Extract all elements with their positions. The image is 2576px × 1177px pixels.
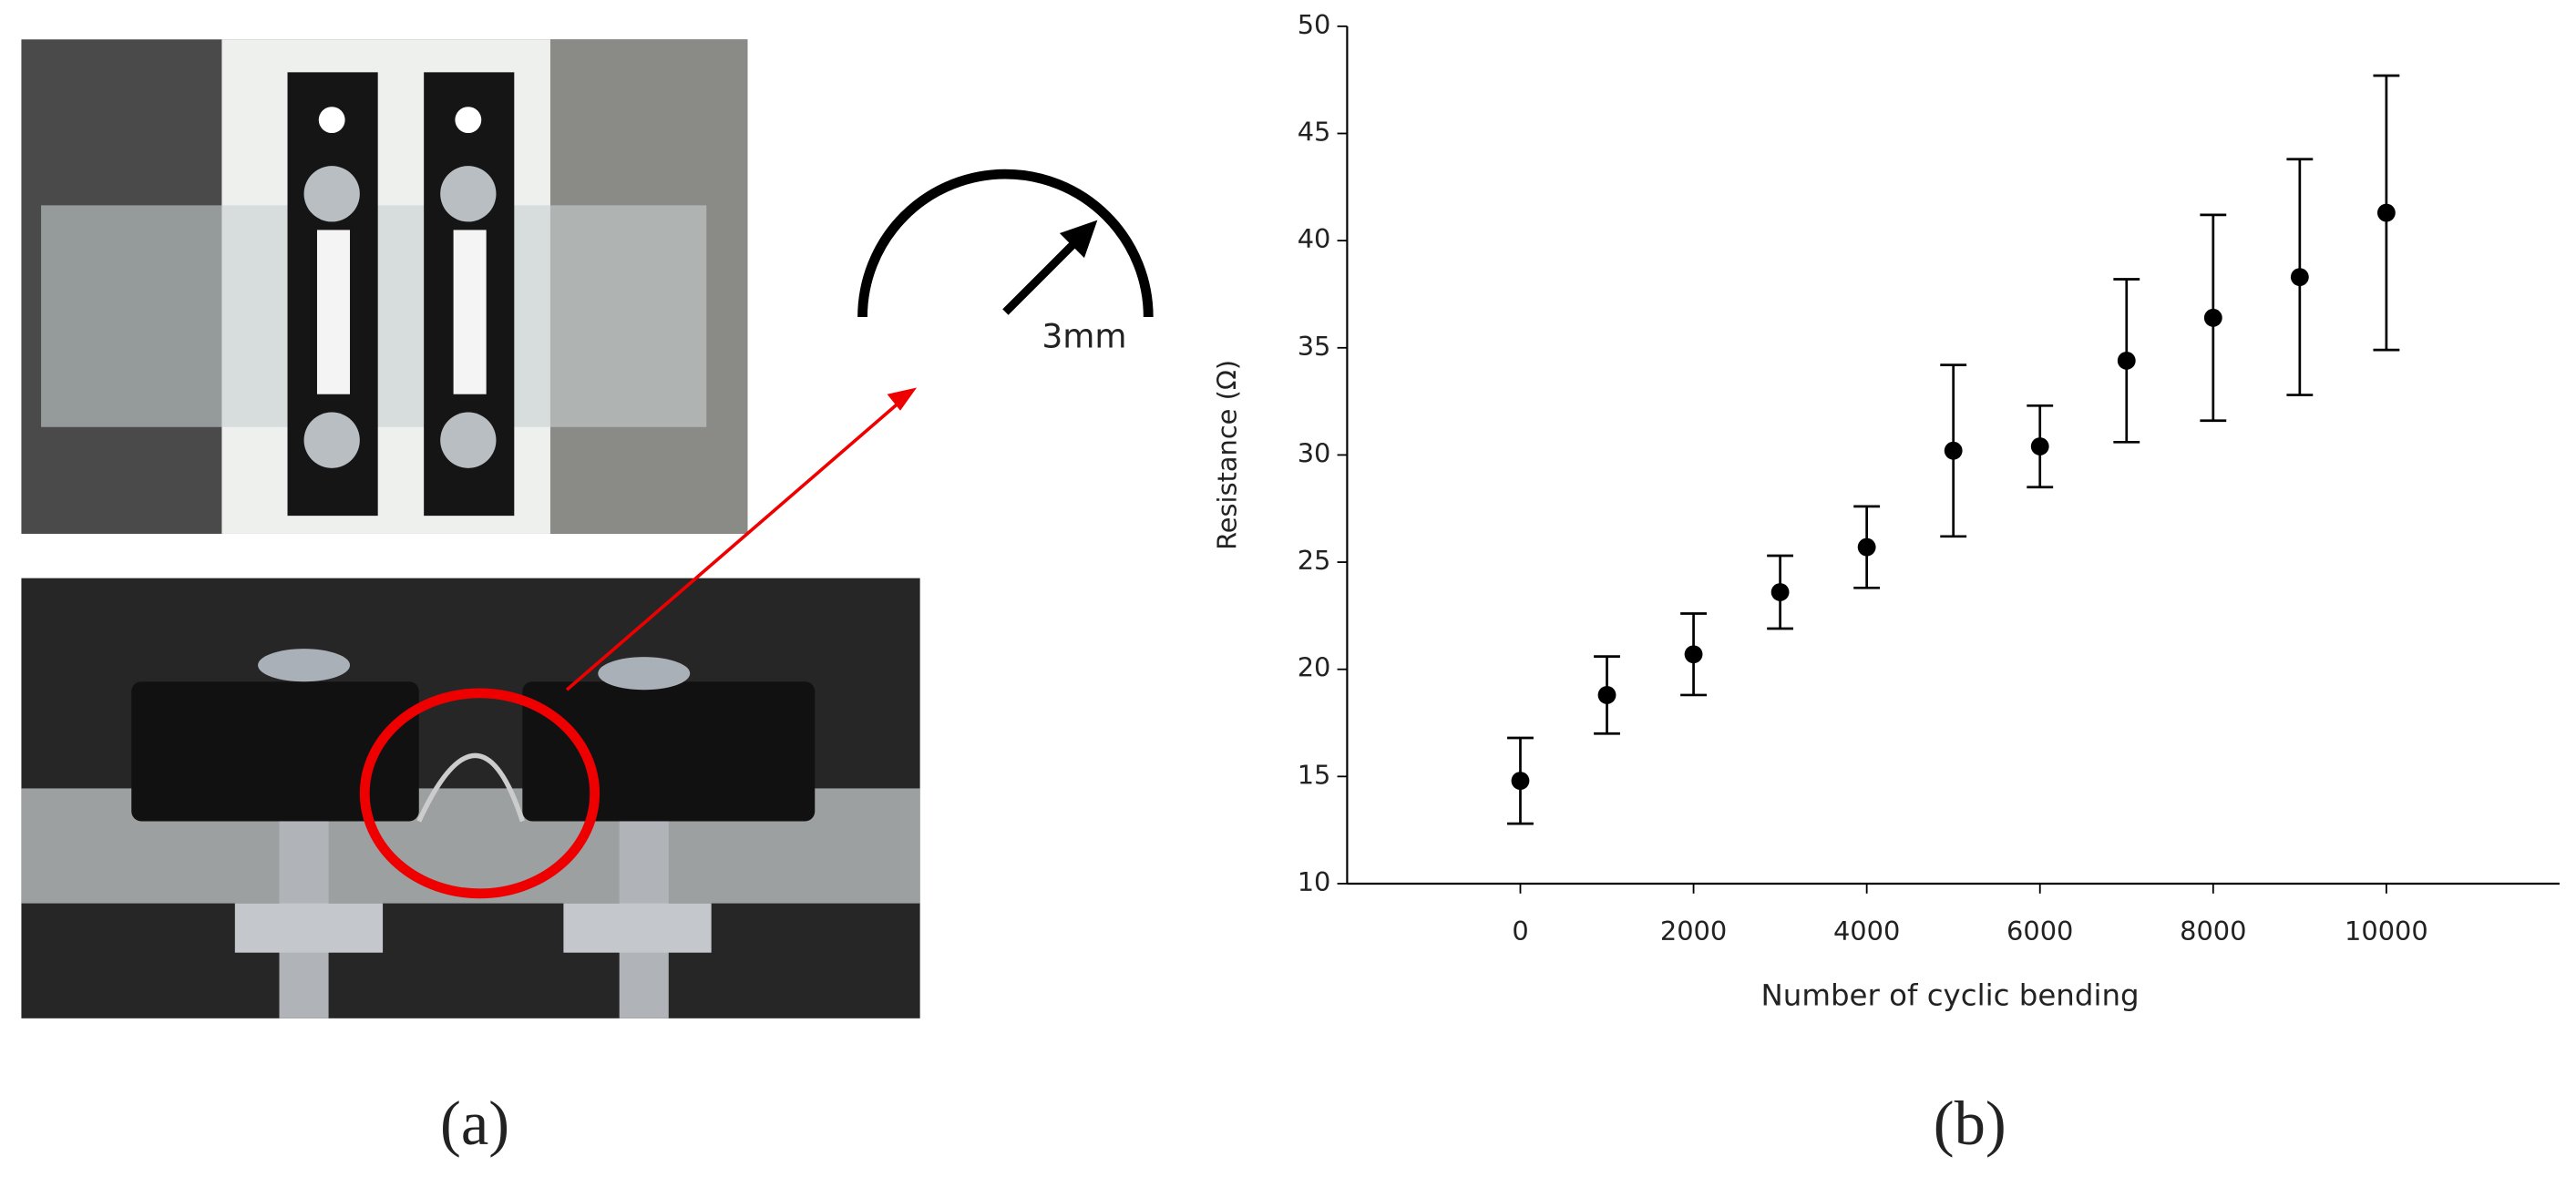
- y-tick-label: 15: [1298, 759, 1331, 790]
- data-point: [2376, 203, 2396, 222]
- panel-label: (a): [440, 1089, 509, 1158]
- y-axis-title: Resistance (Ω): [1212, 360, 1243, 550]
- bend-radius-diagram: [857, 169, 1154, 317]
- x-tick-label: 0: [1512, 916, 1528, 947]
- data-point: [1511, 772, 1530, 790]
- x-tick-label: 8000: [2180, 916, 2246, 947]
- y-tick-label: 10: [1298, 866, 1331, 897]
- data-point: [2203, 308, 2222, 327]
- data-point: [1857, 537, 1876, 557]
- y-tick-label: 25: [1298, 545, 1331, 576]
- zoom-arrow: [565, 387, 918, 691]
- y-tick-label: 40: [1298, 223, 1331, 254]
- panel-label: (b): [1934, 1089, 2006, 1158]
- chart: Number of cyclic bending Resistance (Ω) …: [1212, 9, 2560, 1012]
- y-tick-label: 50: [1298, 9, 1331, 40]
- data-point: [1770, 583, 1790, 601]
- data-point: [2117, 351, 2136, 370]
- x-tick-label: 6000: [2006, 916, 2073, 947]
- x-tick-label: 4000: [1833, 916, 1900, 947]
- data-point: [2030, 437, 2049, 455]
- data-point: [1597, 686, 1616, 704]
- x-tick-label: 2000: [1660, 916, 1727, 947]
- y-tick-label: 20: [1298, 652, 1331, 683]
- photo-bottom: [21, 578, 920, 1018]
- y-tick-label: 35: [1298, 331, 1331, 362]
- photo-top: [21, 39, 748, 534]
- data-point: [1944, 441, 1963, 460]
- y-tick-label: 45: [1298, 116, 1331, 147]
- data-point: [2290, 268, 2309, 287]
- x-tick-label: 10000: [2345, 916, 2428, 947]
- x-axis-title: Number of cyclic bending: [1761, 977, 2140, 1012]
- y-tick-label: 30: [1298, 437, 1331, 468]
- data-point: [1684, 645, 1703, 664]
- radius-annotation: 3mm: [1042, 317, 1126, 355]
